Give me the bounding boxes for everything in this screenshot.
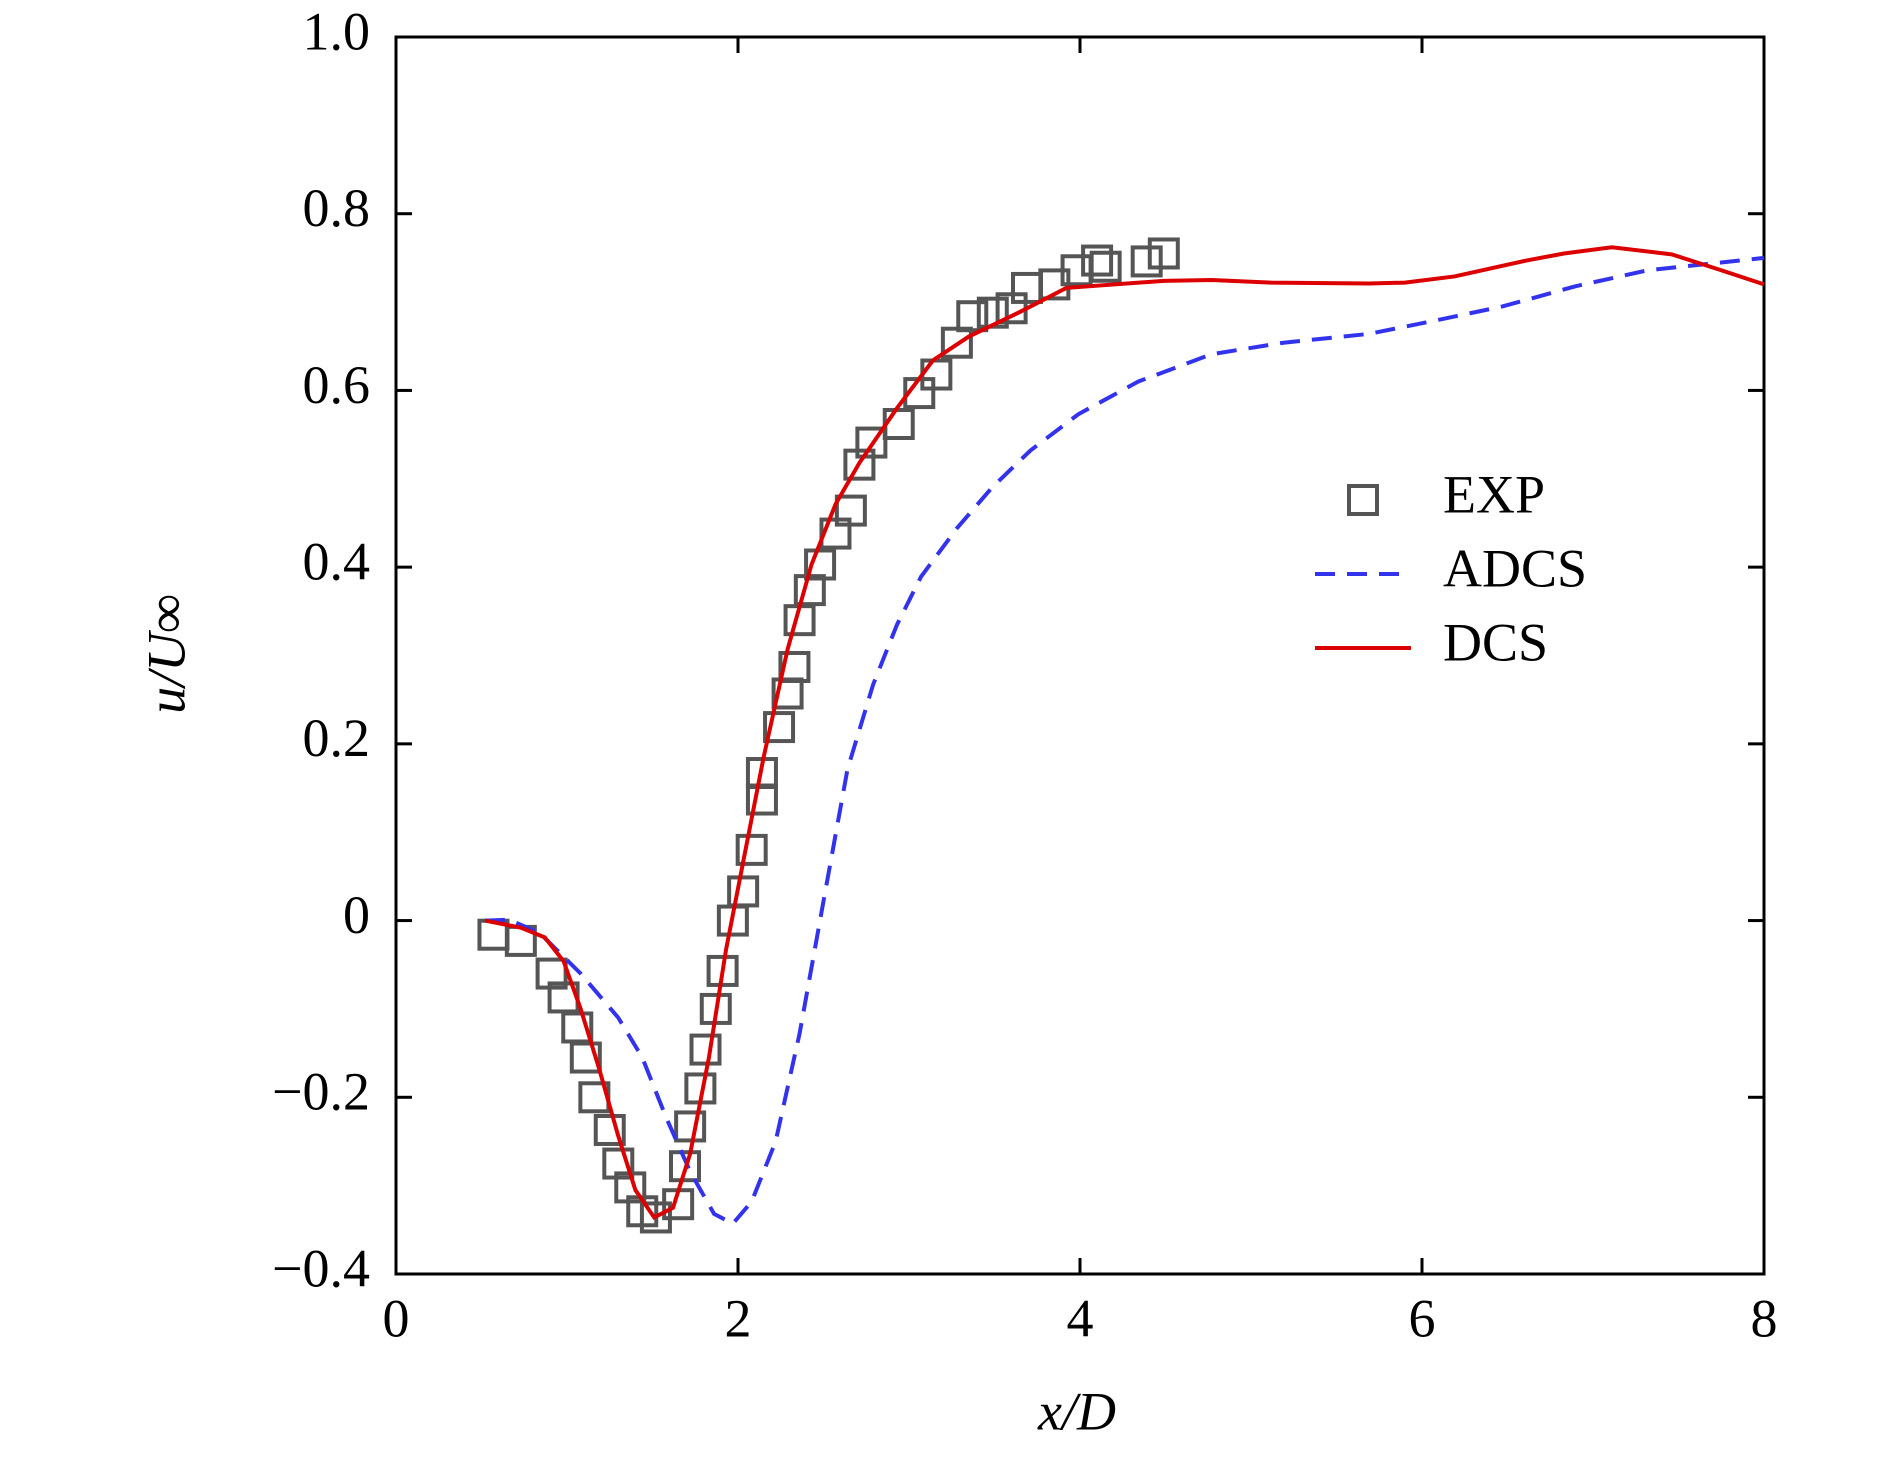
y-tick-label: −0.4 [272, 1238, 370, 1298]
exp-marker [804, 548, 837, 581]
y-tick-label: 0.8 [303, 178, 371, 238]
y-tick-label: −0.2 [272, 1062, 370, 1122]
exp-marker [674, 1110, 707, 1143]
exp-marker [727, 875, 760, 908]
y-tick-label: 1.0 [303, 1, 371, 61]
exp-marker [593, 1113, 626, 1146]
x-tick-label: 4 [1067, 1288, 1094, 1348]
exp-marker [569, 1041, 602, 1074]
exp-marker [602, 1147, 635, 1180]
y-tick-label: 0.4 [303, 532, 371, 592]
y-axis-label: u/U∞ [136, 594, 196, 714]
exp-marker [1147, 237, 1180, 270]
exp-marker [1081, 244, 1114, 277]
series-line [484, 255, 1765, 1227]
exp-marker [561, 1011, 594, 1044]
legend-label: ADCS [1443, 538, 1587, 598]
exp-marker [843, 448, 876, 481]
exp-marker [763, 711, 796, 744]
x-tick-label: 0 [383, 1288, 410, 1348]
x-tick-label: 8 [1751, 1288, 1778, 1348]
exp-marker [689, 1033, 722, 1066]
x-axis-label: x/D [1037, 1381, 1116, 1441]
exp-marker [535, 957, 568, 990]
series-line [484, 245, 1765, 1221]
legend-label: EXP [1443, 464, 1545, 524]
exp-marker [855, 426, 888, 459]
exp-marker [920, 358, 953, 391]
legend-marker [1347, 484, 1379, 516]
exp-marker [834, 494, 867, 527]
legend-label: DCS [1443, 612, 1548, 672]
exp-marker [882, 408, 915, 441]
exp-marker [706, 954, 739, 987]
exp-marker [668, 1150, 701, 1183]
exp-marker [1130, 245, 1163, 278]
y-tick-label: 0 [343, 885, 370, 945]
y-tick-label: 0.2 [303, 708, 371, 768]
exp-marker [956, 300, 989, 333]
x-tick-label: 6 [1409, 1288, 1436, 1348]
exp-marker [778, 650, 811, 683]
exp-marker [735, 833, 768, 866]
y-tick-label: 0.6 [303, 355, 371, 415]
exp-marker [1089, 250, 1122, 283]
x-tick-label: 2 [725, 1288, 752, 1348]
plot-frame [394, 35, 1766, 1276]
